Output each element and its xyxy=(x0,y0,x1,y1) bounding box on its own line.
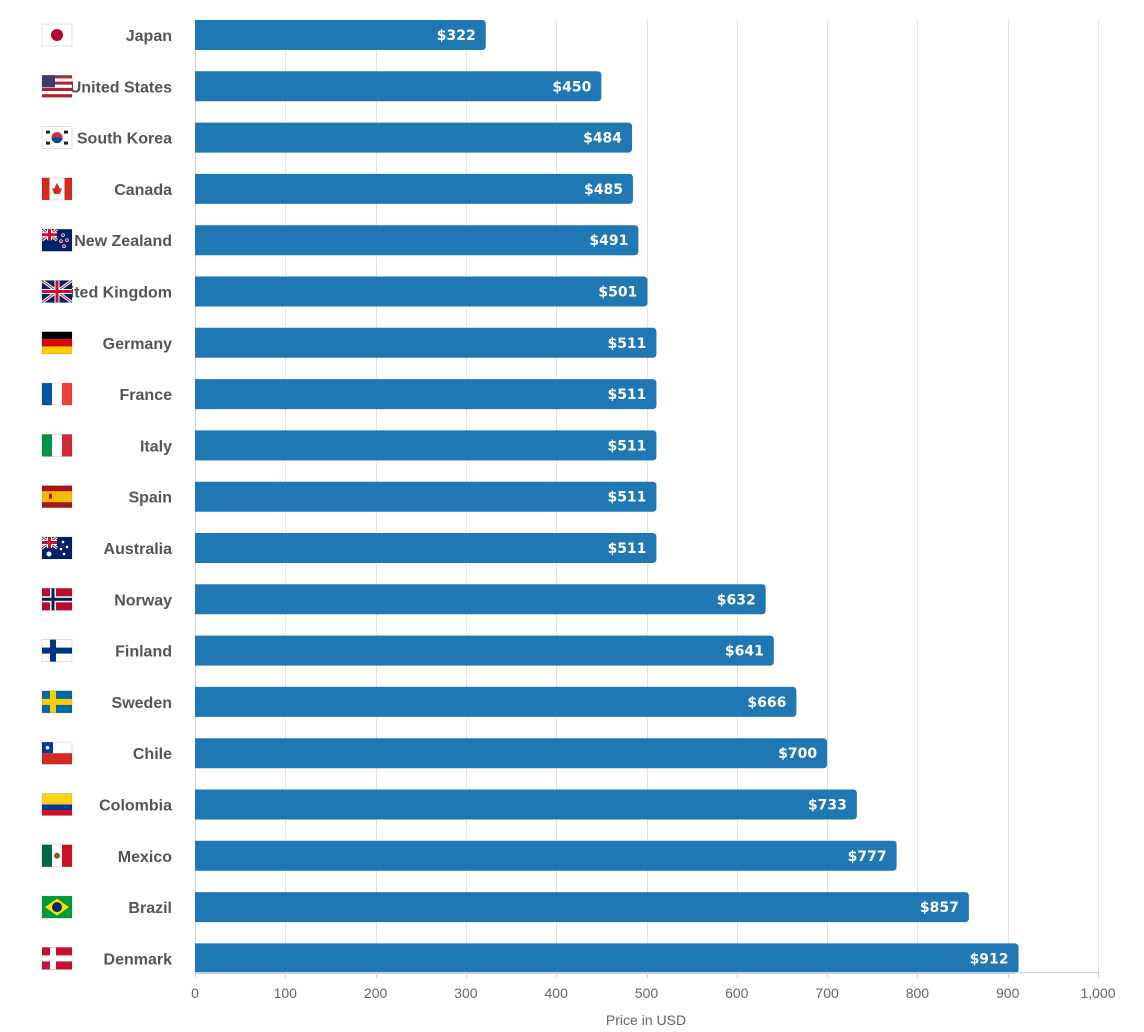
x-tick-label: 800 xyxy=(906,985,930,1001)
colombia-flag-icon xyxy=(41,793,73,816)
data-label-denmark: $912 xyxy=(970,951,1009,967)
bar-italy xyxy=(195,430,657,461)
category-label-denmark: Denmark xyxy=(104,951,173,968)
bar-spain xyxy=(195,481,657,512)
germany-flag-icon xyxy=(41,331,73,355)
x-tick-label: 200 xyxy=(364,985,388,1001)
france-flag-icon xyxy=(41,382,73,406)
x-tick-label: 700 xyxy=(815,985,839,1001)
bar-chile xyxy=(195,738,828,769)
denmark-flag-icon xyxy=(41,947,73,970)
data-label-brazil: $857 xyxy=(920,900,959,916)
x-tick-label: 1,000 xyxy=(1080,985,1115,1001)
category-label-japan: Japan xyxy=(126,28,172,45)
bar-france xyxy=(195,379,657,410)
data-label-australia: $511 xyxy=(607,541,646,557)
x-tick-label: 500 xyxy=(635,985,659,1001)
x-tick-label: 900 xyxy=(996,985,1020,1001)
italy-flag-icon xyxy=(41,433,73,457)
category-label-new-zealand: New Zealand xyxy=(74,233,172,250)
data-label-south-korea: $484 xyxy=(583,131,622,147)
category-label-south-korea: South Korea xyxy=(77,131,172,148)
data-label-mexico: $777 xyxy=(848,849,887,865)
x-tick-label: 100 xyxy=(274,985,298,1001)
data-label-france: $511 xyxy=(607,387,646,403)
brazil-flag-icon xyxy=(41,895,73,919)
canada-flag-icon xyxy=(41,177,73,201)
bar-united-kingdom xyxy=(195,276,648,307)
category-label-united-states: United States xyxy=(70,79,172,96)
bar-canada xyxy=(195,173,633,204)
data-label-finland: $641 xyxy=(725,644,764,660)
australia-flag-icon xyxy=(41,535,73,560)
category-label-italy: Italy xyxy=(140,438,172,455)
category-labels: Japan United States South Korea Canada New Z… xyxy=(48,28,172,968)
mexico-flag-icon xyxy=(41,844,73,868)
category-label-spain: Spain xyxy=(128,490,172,507)
bar-japan xyxy=(195,20,486,50)
bar-south-korea xyxy=(195,122,633,153)
data-label-sweden: $666 xyxy=(747,695,786,711)
category-label-chile: Chile xyxy=(133,746,172,763)
data-label-chile: $700 xyxy=(778,746,817,762)
category-label-mexico: Mexico xyxy=(118,849,172,866)
x-tick-label: 600 xyxy=(725,985,749,1001)
spain-flag-icon xyxy=(41,485,73,509)
x-axis-ticks: 0 100 200 300 400 500 600 700 800 900 1,000 xyxy=(191,972,1116,1001)
bar-germany xyxy=(195,327,657,358)
bar-australia xyxy=(195,533,657,563)
x-tick-label: 0 xyxy=(191,985,199,1001)
data-label-germany: $511 xyxy=(607,336,646,352)
bar-united-states xyxy=(195,71,602,102)
category-flags xyxy=(41,23,73,970)
sweden-flag-icon xyxy=(41,690,73,714)
bar-denmark xyxy=(195,943,1019,974)
bar-brazil xyxy=(195,892,969,923)
united-kingdom-flag-icon xyxy=(41,279,73,304)
united-states-flag-icon xyxy=(41,74,73,98)
category-label-france: France xyxy=(120,387,173,404)
x-tick-label: 300 xyxy=(454,985,478,1001)
south-korea-flag-icon xyxy=(41,126,73,149)
bar-colombia xyxy=(195,789,857,820)
x-tick-label: 400 xyxy=(545,985,569,1001)
data-label-spain: $511 xyxy=(607,490,646,506)
data-label-new-zealand: $491 xyxy=(589,233,628,249)
category-label-colombia: Colombia xyxy=(99,798,172,815)
category-label-sweden: Sweden xyxy=(112,695,172,712)
bar-finland xyxy=(195,635,774,666)
bar-new-zealand xyxy=(195,225,639,256)
category-label-brazil: Brazil xyxy=(128,900,172,917)
category-label-germany: Germany xyxy=(103,336,172,353)
data-label-colombia: $733 xyxy=(808,798,847,814)
data-label-italy: $511 xyxy=(607,438,646,454)
category-label-australia: Australia xyxy=(104,541,173,558)
x-axis-title: Price in USD xyxy=(606,1012,686,1028)
data-label-japan: $322 xyxy=(437,28,476,44)
category-label-norway: Norway xyxy=(114,592,172,609)
japan-flag-icon xyxy=(41,23,73,47)
bars: $322 $450 $484 $485 $491 $501 $511 $511 $511 $511… xyxy=(195,20,1019,974)
data-label-united-states: $450 xyxy=(552,79,591,95)
bar-mexico xyxy=(195,840,897,871)
data-label-united-kingdom: $501 xyxy=(598,285,637,301)
chile-flag-icon xyxy=(41,741,73,765)
category-label-finland: Finland xyxy=(115,644,172,661)
bar-norway xyxy=(195,584,766,615)
category-label-canada: Canada xyxy=(114,182,172,199)
bar-sweden xyxy=(195,686,797,717)
data-label-norway: $632 xyxy=(717,592,756,608)
category-label-united-kingdom: United Kingdom xyxy=(48,285,172,302)
data-label-canada: $485 xyxy=(584,182,623,198)
finland-flag-icon xyxy=(41,639,73,662)
norway-flag-icon xyxy=(41,587,73,611)
new-zealand-flag-icon xyxy=(41,227,73,252)
